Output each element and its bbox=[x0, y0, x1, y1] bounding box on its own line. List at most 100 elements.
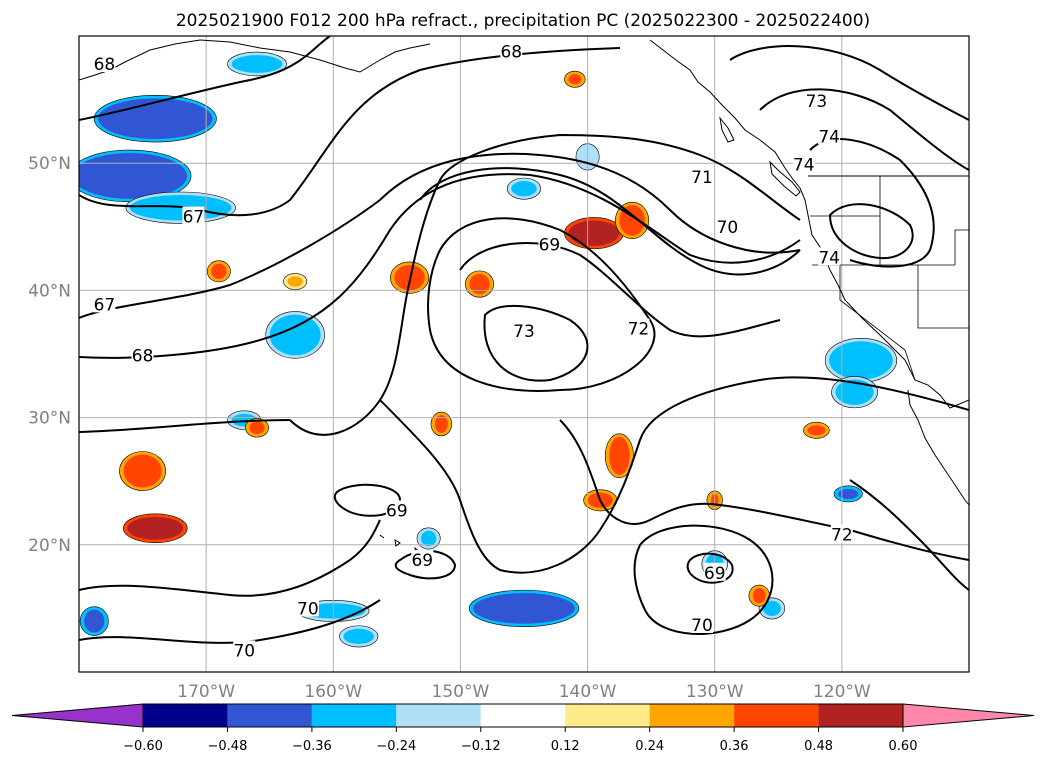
precip-core-blob bbox=[835, 379, 874, 405]
contour-label: 71 bbox=[691, 168, 713, 188]
lat-tick-label: 30°N bbox=[28, 409, 71, 429]
contour-label: 69 bbox=[539, 236, 561, 256]
coastlines-and-borders bbox=[79, 39, 969, 558]
colorbar-tick-label: −0.60 bbox=[123, 739, 163, 754]
lat-tick-label: 50°N bbox=[28, 154, 71, 174]
precip-core-blob bbox=[752, 588, 766, 604]
colorbar-tick-label: −0.12 bbox=[461, 739, 501, 754]
map-gridlines bbox=[79, 36, 969, 672]
precip-core-blob bbox=[609, 436, 630, 475]
contour-line bbox=[79, 152, 801, 319]
contour-line bbox=[79, 519, 381, 597]
precip-core-blob bbox=[511, 181, 537, 197]
precip-core-blob bbox=[269, 314, 321, 356]
precip-core-blob bbox=[127, 516, 184, 540]
refractivity-contours bbox=[79, 36, 969, 644]
contour-label-background bbox=[818, 247, 841, 266]
contour-line bbox=[79, 599, 381, 644]
colorbar-segment bbox=[227, 704, 312, 727]
colorbar-frame bbox=[142, 703, 904, 728]
coastline-north-america bbox=[649, 39, 969, 409]
contour-label: 68 bbox=[132, 346, 154, 366]
contour-label: 72 bbox=[831, 526, 853, 546]
precip-core-blob bbox=[98, 98, 213, 140]
state-borders bbox=[810, 176, 969, 381]
colorbar-segment bbox=[311, 704, 397, 727]
colorbar-extend-high bbox=[902, 703, 1035, 728]
precip-core-blob bbox=[211, 263, 227, 279]
contour-line bbox=[79, 376, 969, 574]
contour-line bbox=[483, 304, 589, 382]
colorbar-segment bbox=[143, 704, 228, 727]
contour-label-background bbox=[691, 614, 713, 633]
colorbar-segment bbox=[480, 704, 566, 727]
contour-label: 74 bbox=[818, 127, 840, 147]
lon-tick-label: 120°W bbox=[813, 682, 871, 702]
colorbar-segment bbox=[396, 704, 481, 727]
contour-line bbox=[729, 45, 969, 121]
contour-label-background bbox=[233, 640, 256, 659]
contour-label-background bbox=[830, 524, 853, 543]
contour-line bbox=[759, 88, 969, 171]
contour-label: 70 bbox=[297, 599, 319, 619]
colorbar: −0.60 −0.48 −0.36 −0.24 −0.12 0.12 0.24 0.36 0.4… bbox=[11, 703, 1035, 754]
precip-core-blob bbox=[473, 593, 575, 624]
contour-label-background bbox=[627, 318, 650, 337]
contour-line bbox=[79, 173, 801, 359]
contour-label-background bbox=[818, 126, 841, 145]
contour-line bbox=[333, 483, 402, 517]
contour-label: 72 bbox=[628, 320, 650, 340]
colorbar-tick-label: 0.48 bbox=[804, 739, 833, 754]
lon-tick-label: 130°W bbox=[686, 682, 744, 702]
precip-core-blob bbox=[84, 609, 105, 633]
lat-tick-label: 40°N bbox=[28, 281, 71, 301]
precip-core-blob bbox=[807, 425, 826, 436]
contour-line bbox=[427, 217, 656, 392]
precip-core-blob bbox=[568, 74, 582, 85]
lon-tick-label: 150°W bbox=[432, 682, 490, 702]
vancouver-island bbox=[769, 160, 801, 197]
contour-label-background bbox=[93, 53, 116, 72]
axis-tick-labels: 170°W 160°W 150°W 140°W 130°W 120°W 20°N 30°N 40… bbox=[28, 154, 871, 702]
precip-core-blob bbox=[829, 341, 893, 380]
precip-core-blob bbox=[421, 530, 437, 547]
precip-core-blob bbox=[123, 454, 162, 488]
colorbar-segment bbox=[734, 704, 819, 727]
coastline-alaska bbox=[79, 39, 431, 81]
colorbar-tick-label: −0.36 bbox=[292, 739, 332, 754]
contour-line bbox=[633, 524, 774, 635]
colorbar-tick-label: 0.36 bbox=[720, 739, 749, 754]
contour-line bbox=[809, 138, 935, 268]
lon-tick-label: 170°W bbox=[177, 682, 235, 702]
precip-core-blob bbox=[469, 273, 490, 295]
contour-line bbox=[79, 36, 331, 121]
lat-tick-label: 20°N bbox=[28, 536, 71, 556]
contour-label: 69 bbox=[386, 501, 408, 521]
coastline-baja bbox=[907, 389, 969, 506]
contour-label: 73 bbox=[806, 92, 828, 112]
contour-label-background bbox=[716, 216, 739, 235]
contour-label: 70 bbox=[233, 641, 255, 661]
colorbar-tick-label: −0.48 bbox=[208, 739, 248, 754]
contour-label: 67 bbox=[183, 208, 205, 228]
colorbar-tick-label: 0.60 bbox=[889, 739, 918, 754]
precip-core-blob bbox=[568, 220, 620, 246]
contour-label: 69 bbox=[704, 564, 726, 584]
contour-label-background bbox=[182, 206, 205, 225]
contour-label-background bbox=[703, 562, 726, 581]
contour-label: 73 bbox=[513, 322, 535, 342]
contour-label: 68 bbox=[500, 42, 522, 62]
contour-label-background bbox=[131, 345, 154, 364]
precip-core-blob bbox=[79, 153, 188, 199]
contour-label: 74 bbox=[793, 155, 815, 175]
colorbar-segment bbox=[818, 704, 903, 727]
colorbar-tick-label: 0.24 bbox=[635, 739, 664, 754]
precip-core-blob bbox=[249, 421, 265, 435]
contour-label-background bbox=[805, 90, 828, 109]
precip-core-blob bbox=[763, 600, 781, 617]
contour-label-background bbox=[500, 41, 523, 60]
contour-label: 67 bbox=[94, 295, 116, 315]
precip-core-blob bbox=[435, 415, 448, 433]
